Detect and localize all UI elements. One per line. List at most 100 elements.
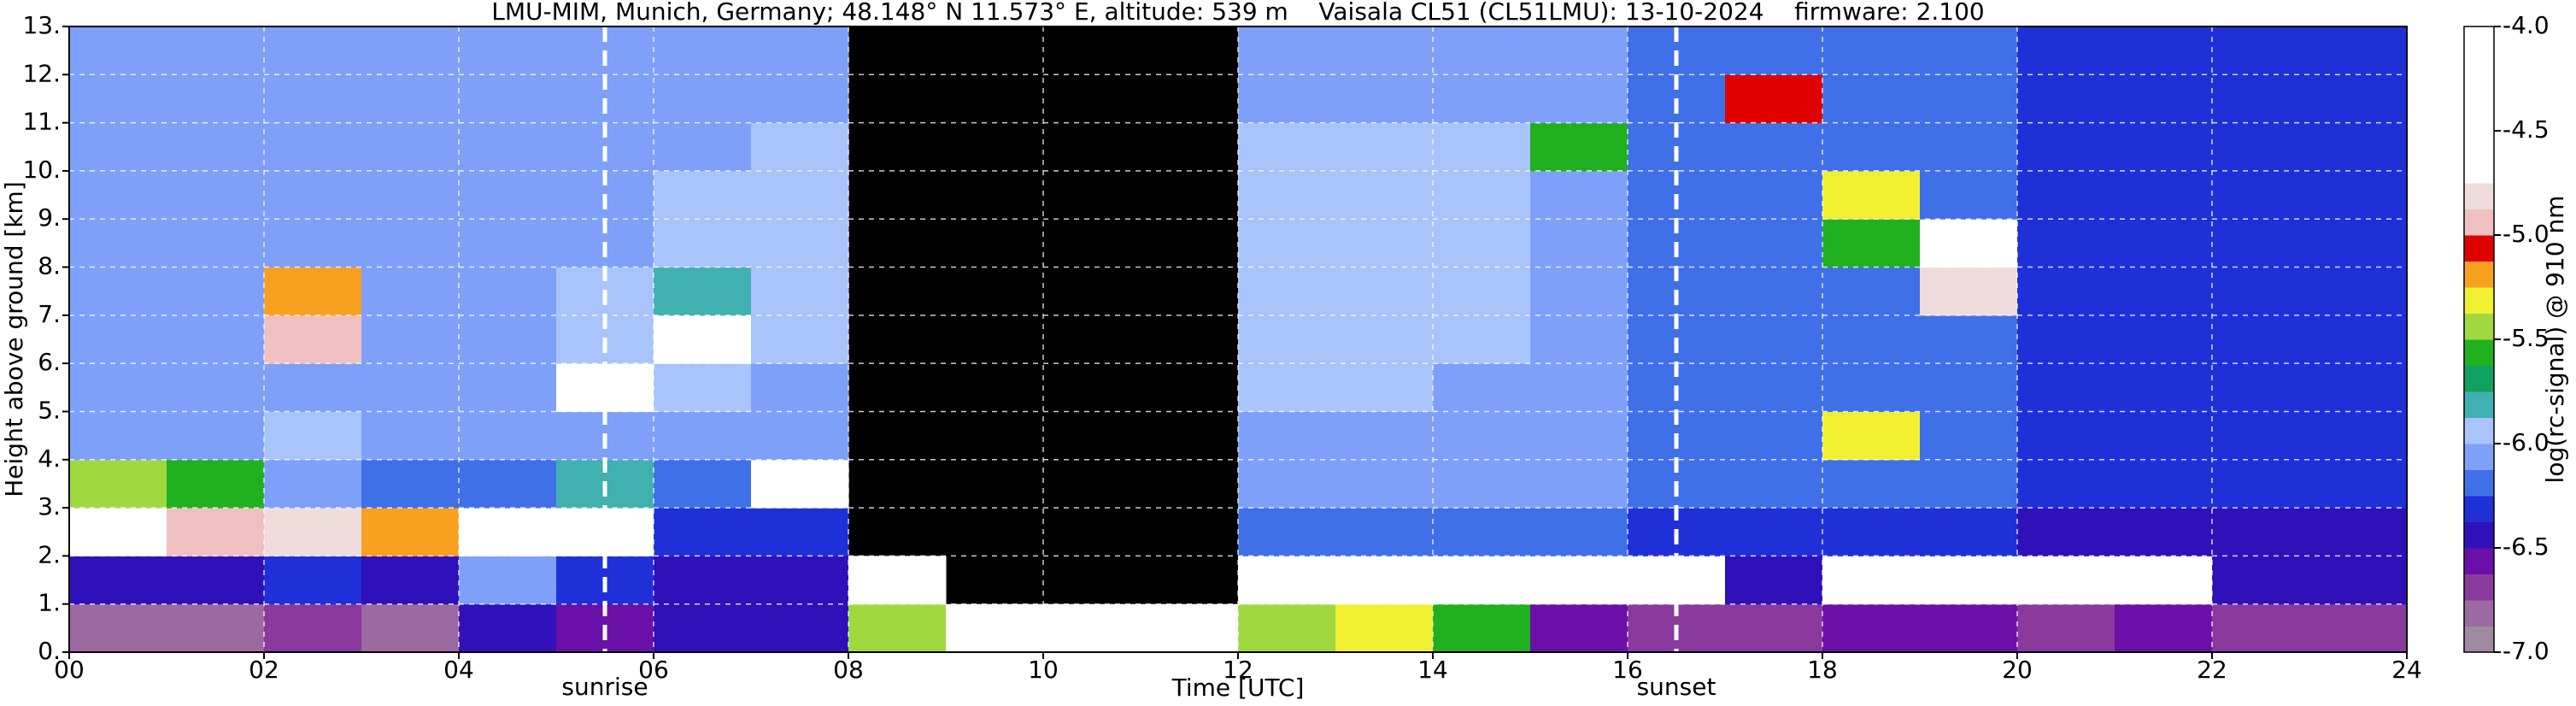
x-tick-label: 24 — [2391, 656, 2422, 684]
heatmap-cell — [1530, 363, 1628, 412]
heatmap-cell — [69, 315, 167, 364]
heatmap-cell — [1335, 556, 1434, 605]
heatmap-cell — [1433, 170, 1531, 220]
colorbar-swatch — [2464, 261, 2494, 288]
y-tick-label: 1. — [38, 589, 61, 617]
heatmap-cell — [2115, 459, 2213, 509]
heatmap-cell — [2017, 170, 2115, 220]
x-tick-label: 08 — [833, 656, 864, 684]
heatmap-cell — [1822, 556, 1921, 605]
x-tick-label: 12 — [1223, 656, 1253, 684]
heatmap-cell — [167, 26, 265, 75]
heatmap-cell — [69, 122, 167, 172]
heatmap-cell — [1433, 459, 1531, 509]
heatmap-cell — [2212, 315, 2310, 364]
heatmap-cell — [459, 363, 557, 412]
colorbar-swatch — [2464, 79, 2494, 105]
heatmap-cell — [69, 363, 167, 412]
heatmap-cell — [2309, 603, 2408, 653]
heatmap-cell — [167, 170, 265, 220]
heatmap-cell — [459, 315, 557, 364]
heatmap-cell — [459, 26, 557, 75]
heatmap-cell — [1920, 315, 2018, 364]
heatmap-cell — [361, 508, 460, 556]
heatmap-cell — [1335, 508, 1434, 556]
heatmap-cell — [1335, 26, 1434, 75]
heatmap-cell — [2212, 603, 2310, 653]
heatmap-cell — [1725, 508, 1823, 556]
heatmap-cell — [2017, 556, 2115, 605]
heatmap-cell — [2017, 459, 2115, 509]
heatmap-cell — [264, 170, 362, 220]
heatmap-cell — [1822, 603, 1921, 653]
heatmap-cell — [751, 459, 849, 509]
heatmap-cell — [2212, 459, 2310, 509]
heatmap-cell — [2115, 315, 2213, 364]
heatmap-cell — [2115, 363, 2213, 412]
heatmap-cell — [1433, 122, 1531, 172]
heatmap-cell — [167, 315, 265, 364]
heatmap-cell — [2212, 219, 2310, 268]
heatmap-cell — [361, 315, 460, 364]
y-tick-label: 5. — [38, 396, 61, 424]
x-tick-label: 18 — [1807, 656, 1838, 684]
y-tick-label: 11. — [22, 108, 61, 136]
colorbar-swatch — [2464, 496, 2494, 522]
heatmap-cell — [751, 170, 849, 220]
colorbar-swatch — [2464, 417, 2494, 444]
colorbar-swatch — [2464, 52, 2494, 79]
heatmap-cell — [361, 26, 460, 75]
heatmap-cell — [1238, 411, 1336, 461]
heatmap-cell — [1335, 603, 1434, 653]
heatmap-cell — [2115, 170, 2213, 220]
heatmap-cell — [459, 603, 557, 653]
heatmap-cell — [69, 556, 167, 605]
heatmap-cell — [654, 267, 752, 316]
heatmap-cell — [2017, 315, 2115, 364]
colorbar-tick-label: -5.0 — [2503, 220, 2550, 248]
colorbar-swatch — [2464, 235, 2494, 262]
heatmap-cell — [654, 411, 752, 461]
heatmap-cell — [69, 26, 167, 75]
y-tick-label: 12. — [22, 59, 61, 87]
heatmap-cell — [2212, 122, 2310, 172]
heatmap-cell — [1238, 170, 1336, 220]
colorbar-swatch — [2464, 209, 2494, 236]
heatmap-cell — [69, 411, 167, 461]
heatmap-cell — [2115, 74, 2213, 124]
heatmap-cell — [751, 603, 849, 653]
x-tick-label: 00 — [54, 656, 85, 684]
heatmap-cell — [1725, 411, 1823, 461]
heatmap-cell — [2017, 219, 2115, 268]
heatmap-cell — [459, 556, 557, 605]
heatmap-cell — [1335, 267, 1434, 316]
heatmap-cell — [2212, 411, 2310, 461]
colorbar-swatch — [2464, 574, 2494, 601]
heatmap-cell — [361, 459, 460, 509]
heatmap-cell — [69, 170, 167, 220]
heatmap-cell — [2309, 122, 2408, 172]
x-tick-label: 02 — [249, 656, 279, 684]
heatmap-cell — [1433, 508, 1531, 556]
y-tick-label: 7. — [38, 300, 61, 328]
heatmap-cell — [361, 556, 460, 605]
heatmap-cell — [264, 267, 362, 316]
heatmap-cell — [1238, 459, 1336, 509]
heatmap-cell — [1920, 74, 2018, 124]
heatmap-cell — [751, 219, 849, 268]
heatmap-cell — [1725, 363, 1823, 412]
heatmap-cell — [1433, 363, 1531, 412]
colorbar-tick-label: -6.5 — [2503, 532, 2550, 561]
heatmap-cell — [1822, 411, 1921, 461]
heatmap-cell — [1335, 411, 1434, 461]
heatmap-cell — [69, 603, 167, 653]
heatmap-cell — [361, 363, 460, 412]
colorbar-swatch — [2464, 156, 2494, 184]
annotation-label: sunrise — [561, 673, 648, 701]
heatmap-cell — [1725, 26, 1823, 75]
heatmap-cell — [1822, 459, 1921, 509]
heatmap-cell — [946, 603, 1044, 653]
heatmap-cell — [2017, 74, 2115, 124]
heatmap-cell — [654, 508, 752, 556]
